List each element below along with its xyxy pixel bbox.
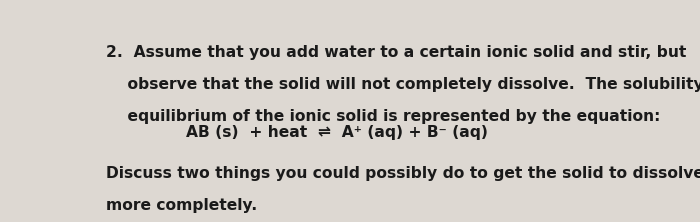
Text: 2.  Assume that you add water to a certain ionic solid and stir, but: 2. Assume that you add water to a certai… — [106, 46, 687, 60]
Text: AB (s)  + heat  ⇌  A⁺ (aq) + B⁻ (aq): AB (s) + heat ⇌ A⁺ (aq) + B⁻ (aq) — [186, 125, 488, 140]
Text: equilibrium of the ionic solid is represented by the equation:: equilibrium of the ionic solid is repres… — [106, 109, 661, 124]
Text: more completely.: more completely. — [106, 198, 258, 213]
Text: Discuss two things you could possibly do to get the solid to dissolve: Discuss two things you could possibly do… — [106, 166, 700, 181]
Text: observe that the solid will not completely dissolve.  The solubility: observe that the solid will not complete… — [106, 77, 700, 92]
